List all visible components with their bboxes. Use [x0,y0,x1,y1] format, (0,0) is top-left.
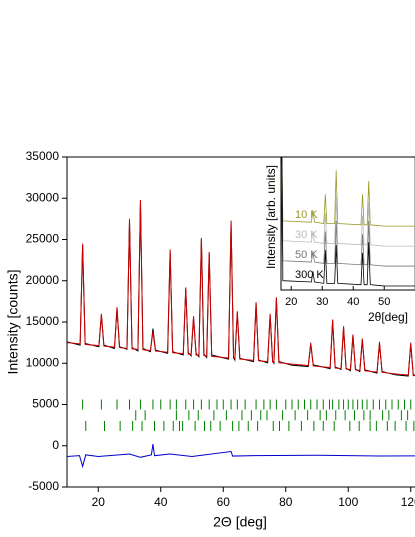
data-line [281,157,415,247]
y-axis-label: Intensity [counts] [5,269,21,374]
inset-x-tick-label: 20 [285,296,297,308]
main-plot: -5000 0 5000 10000 15000 20000 25000 30000 35000… [26,149,415,509]
inset-y-axis-label: Intensity [arb. units] [264,165,278,269]
inset-x-tick-label: 30 [316,296,328,308]
data-line [281,157,415,267]
y-tick-label: 0 [52,438,59,452]
data-line [281,157,415,227]
x-tick-label: 40 [154,495,168,509]
x-tick-label: 100 [338,495,358,509]
y-tick-label: 30000 [26,190,60,204]
data-line [67,199,415,377]
y-tick-label: -5000 [28,479,59,493]
inset-x-tick-label: 50 [378,296,390,308]
y-tick-label: 25000 [26,232,60,246]
inset-series-label: 10 K [295,209,318,221]
x-tick-label: 60 [217,495,231,509]
x-axis-label: 2Θ [deg] [213,514,267,530]
inset-series-label: 300 K [295,269,324,281]
reflection-group [82,399,415,431]
x-tick-label: 120 [401,495,415,509]
inset-x-tick-label: 40 [347,296,359,308]
x-tick-label: 80 [279,495,293,509]
inset-series-label: 30 K [295,229,318,241]
series-group [281,157,415,287]
y-tick-label: 15000 [26,314,60,328]
inset-plot: 20 30 40 50 10 K 30 K 50 K 300 K [280,156,415,308]
inset-frame [280,156,415,291]
data-line [67,444,415,469]
y-tick-label: 20000 [26,273,60,287]
y-tick-label: 35000 [26,149,60,163]
x-tick-label: 20 [92,495,106,509]
series-group [67,199,415,469]
y-tick-label: 5000 [32,397,59,411]
inset-series-label: 50 K [295,249,318,261]
y-tick-label: 10000 [26,355,60,369]
data-line [281,157,415,287]
inset-x-axis-label: 2θ[deg] [368,310,408,324]
